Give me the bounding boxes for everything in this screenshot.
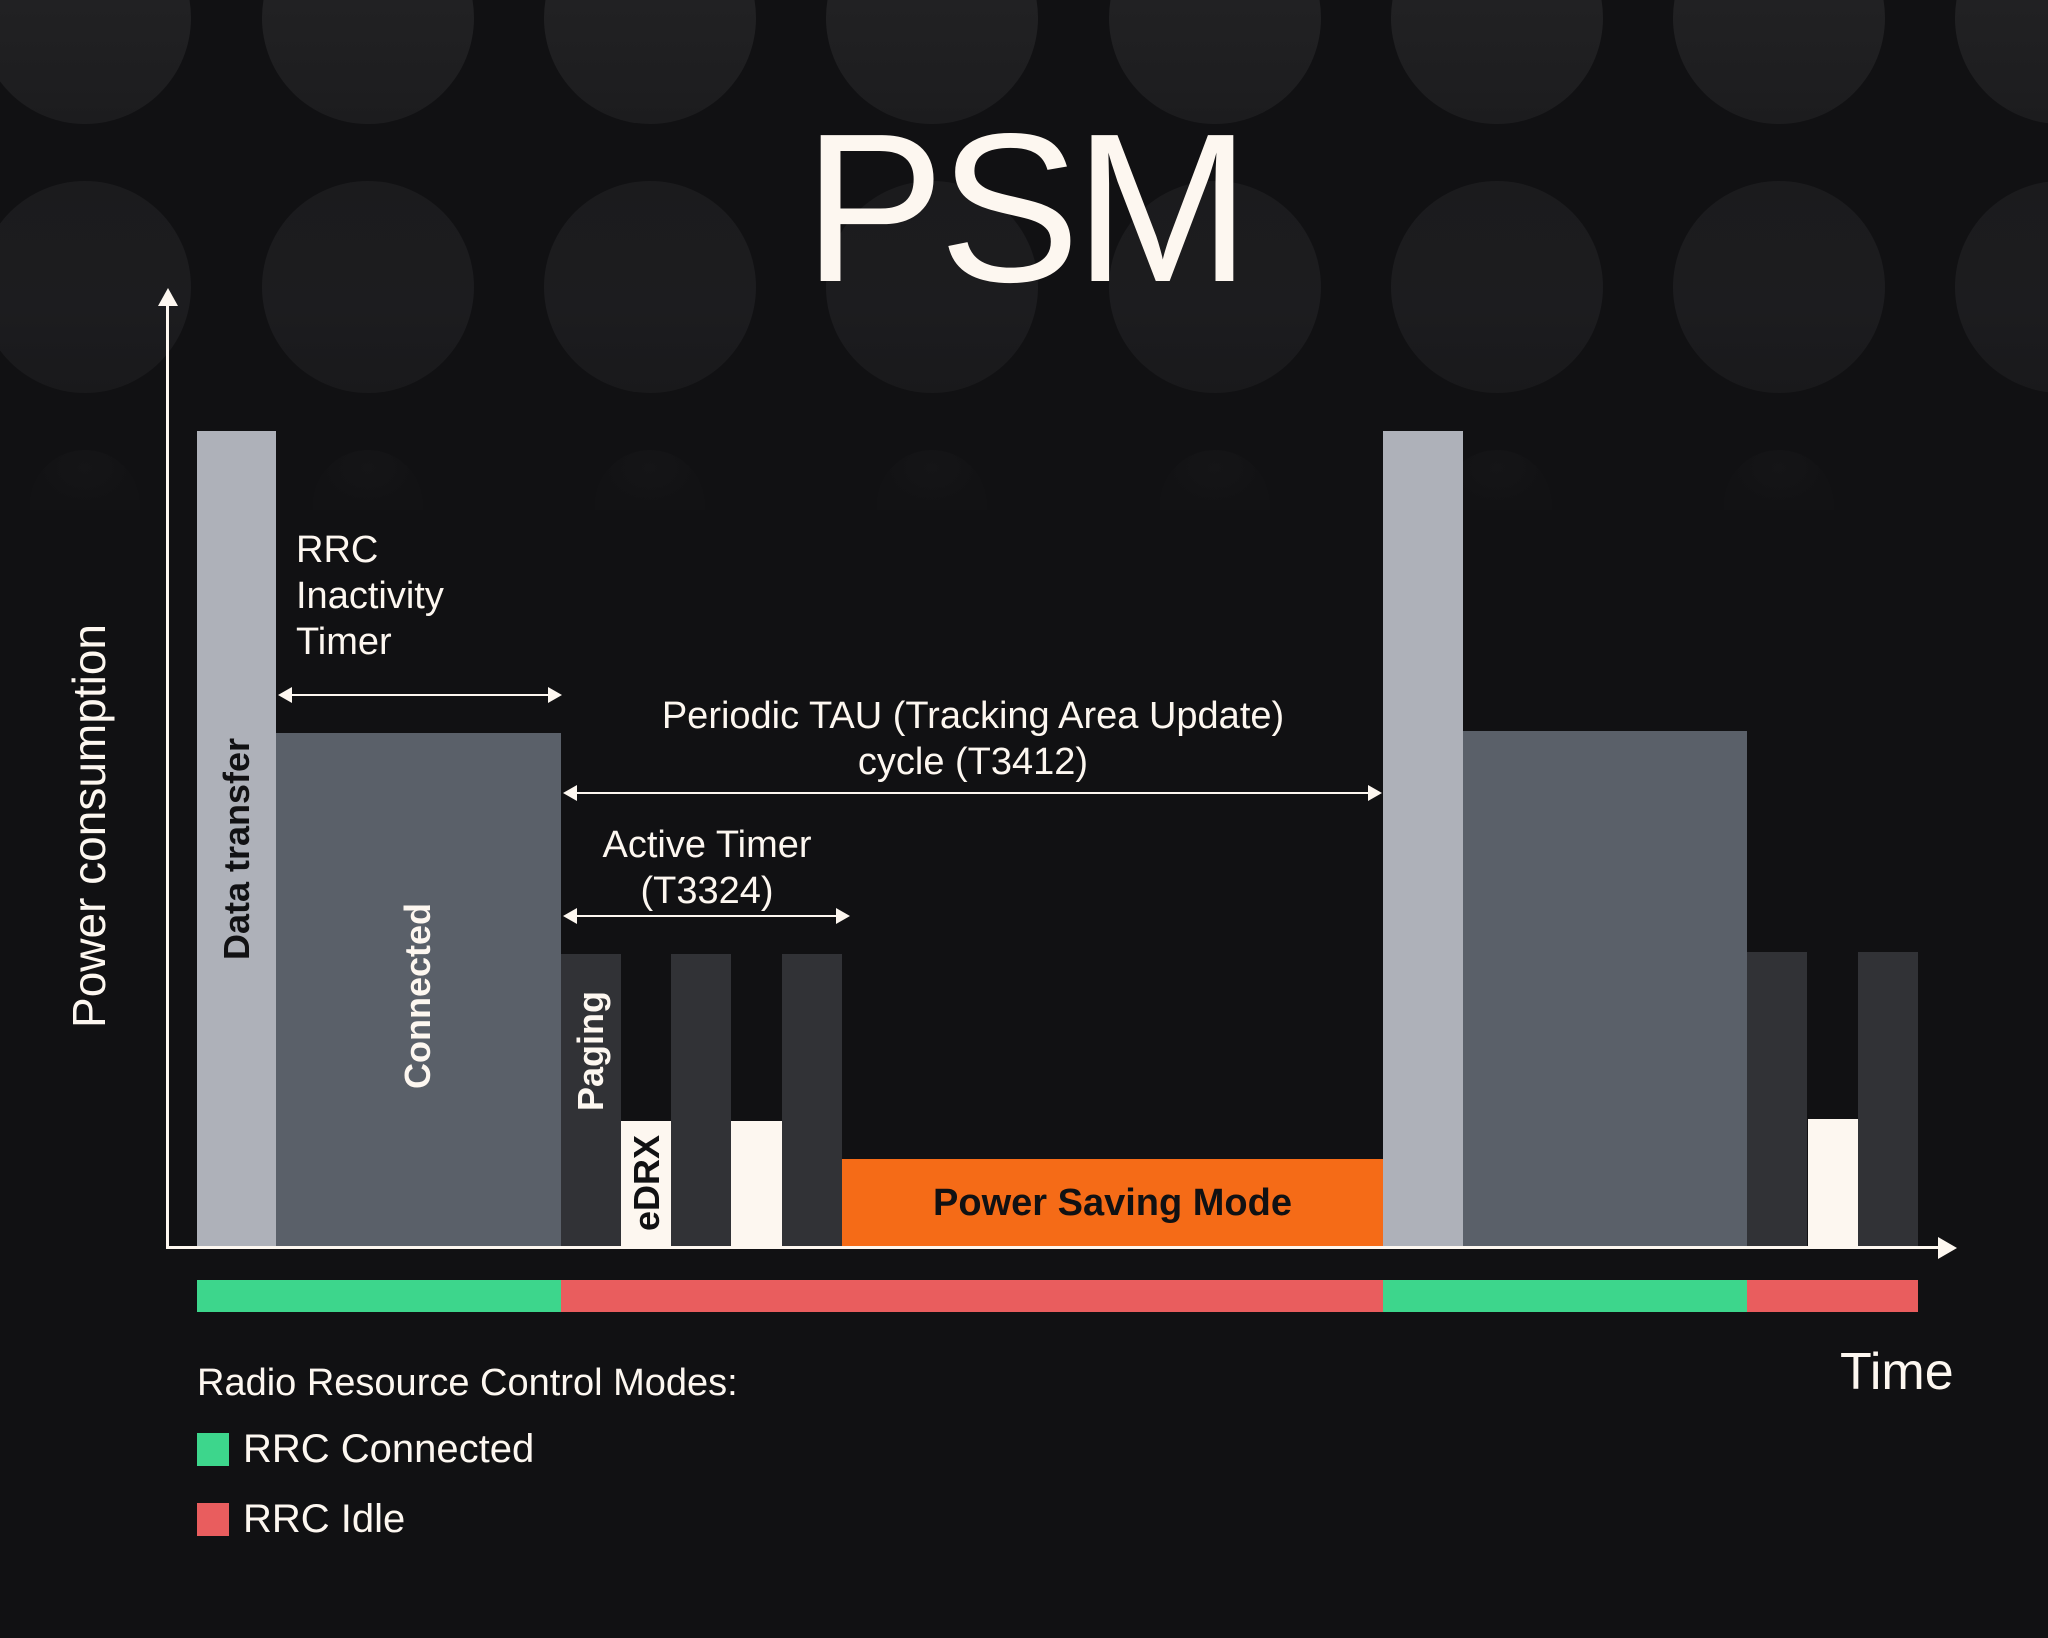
x-axis (166, 1246, 1941, 1249)
bar-edrx (731, 1121, 782, 1246)
bar-data-transfer (197, 431, 276, 1246)
bg-circle (1724, 450, 1834, 510)
power-saving-mode-label: Power Saving Mode (933, 1182, 1292, 1224)
rrc-mode-idle-segment (561, 1280, 1383, 1312)
legend-title: Radio Resource Control Modes: (197, 1362, 738, 1404)
bar-data-transfer (1383, 431, 1463, 1246)
y-axis-label: Power consumption (63, 624, 115, 1028)
x-axis-arrow-icon (1938, 1237, 1957, 1259)
annotation-line: cycle (T3412) (857, 741, 1089, 783)
y-axis (166, 298, 169, 1249)
bar-edrx (621, 1121, 671, 1246)
bg-circle (1391, 181, 1603, 393)
legend-item-rrc-connected: RRC Connected (197, 1426, 534, 1472)
bar-paging (782, 954, 842, 1246)
bg-circle (0, 181, 191, 393)
active-timer-label: Active Timer (T3324) (602, 822, 811, 914)
bar-connected (276, 733, 561, 1246)
annotation-line: Periodic TAU (Tracking Area Update) (661, 695, 1285, 737)
bar-connected (1463, 731, 1747, 1246)
annotation-line: Inactivity (296, 575, 444, 617)
bg-circle (262, 181, 474, 393)
edrx-label: eDRX (626, 1134, 667, 1232)
bg-circle (826, 181, 1038, 393)
annotation-line: (T3324) (640, 870, 774, 912)
periodic-tau-arrow-icon (563, 785, 1382, 801)
rrc-mode-connected-segment (1383, 1280, 1747, 1312)
bg-circle (30, 450, 140, 510)
legend-item-rrc-idle: RRC Idle (197, 1496, 405, 1542)
legend-label: RRC Idle (243, 1497, 406, 1541)
bar-power-saving-mode (842, 1159, 1383, 1246)
bar-edrx (1808, 1119, 1858, 1246)
rrc-inactivity-timer-arrow-icon (278, 687, 562, 703)
bar-paging (1858, 952, 1918, 1246)
paging-label: Paging (570, 990, 611, 1112)
y-axis-arrow-icon (158, 288, 178, 306)
bg-circle (1109, 181, 1321, 393)
data-transfer-label: Data transfer (216, 737, 257, 961)
bg-circle (1160, 450, 1270, 510)
x-axis-label: Time (1840, 1343, 1954, 1401)
connected-label: Connected (397, 902, 438, 1090)
legend-swatch-red (197, 1502, 229, 1536)
bg-circle (1673, 181, 1885, 393)
annotation-line: Active Timer (602, 824, 812, 866)
bar-paging (1747, 952, 1807, 1246)
bar-paging (561, 954, 621, 1246)
periodic-tau-label: Periodic TAU (Tracking Area Update) cycl… (662, 693, 1284, 785)
bg-circle (544, 181, 756, 393)
page-title: PSM (803, 89, 1250, 326)
rrc-mode-idle-segment (1747, 1280, 1918, 1312)
bar-paging (671, 954, 731, 1246)
annotation-line: Timer (296, 621, 392, 663)
bg-circle (595, 450, 705, 510)
legend-label: RRC Connected (243, 1427, 535, 1471)
rrc-mode-connected-segment (197, 1280, 561, 1312)
annotation-line: RRC (296, 529, 379, 571)
active-timer-arrow-icon (563, 908, 850, 924)
legend-swatch-green (197, 1432, 229, 1466)
bg-circle (877, 450, 987, 510)
bg-circle (313, 450, 423, 510)
rrc-inactivity-timer-label: RRC Inactivity Timer (296, 527, 444, 665)
